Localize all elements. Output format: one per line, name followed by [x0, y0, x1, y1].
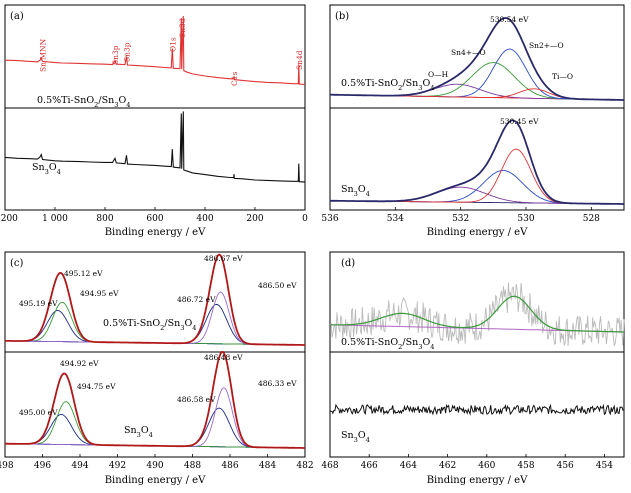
panel-a-x-ticks: 1 200 1 000 800 600 400 200 0	[0, 207, 308, 224]
panel-b-sample-top: 0.5%Ti-SnO2/Sn3O4	[341, 78, 434, 92]
annotation-3: O1s	[168, 37, 177, 52]
panel-b-bottom-max-label: 530.45 eV	[500, 117, 539, 126]
x-tick-label: 492	[109, 461, 126, 471]
panel-d-sample-top: 0.5%Ti-SnO2/Sn3O4	[341, 337, 434, 351]
sn3o4-spectrum-line	[329, 403, 625, 416]
x-tick-label: 1 200	[0, 214, 18, 224]
x-tick-label: 466	[361, 461, 378, 471]
panel-b: (b) 530.54 eV 530.45 eV O—H Sn4+—O Sn2+—…	[321, 4, 625, 238]
panel-a-sample-top: 0.5%Ti-SnO2/Sn3O4	[37, 95, 130, 109]
x-tick-label: 490	[146, 461, 163, 471]
x-tick-label: 534	[387, 214, 404, 224]
annotation-0: Sn MNN	[39, 38, 48, 72]
x-tick-label: 1 000	[42, 214, 68, 224]
x-tick-label: 456	[557, 461, 574, 471]
panel-c-xlabel: Binding energy / eV	[105, 475, 206, 486]
panel-c-lbl-8: 494.75 eV	[77, 382, 116, 391]
panel-b-xlabel: Binding energy / eV	[427, 227, 528, 238]
panel-c-label: (c)	[10, 258, 24, 269]
panel-a-label: (a)	[10, 11, 24, 22]
panel-c-lbl-11: 486.33 eV	[258, 379, 297, 388]
x-tick-label: 200	[246, 214, 263, 224]
panel-c-lbl-5: 486.72 eV	[177, 295, 216, 304]
panel-b-label-oh: O—H	[428, 70, 449, 79]
series-1-line	[4, 111, 306, 183]
panel-b-x-ticks: 536 534 532 530 528	[321, 207, 600, 224]
panel-c-lbl-3: 494.95 eV	[80, 289, 119, 298]
fit-line	[330, 295, 624, 333]
x-tick-label: 486	[221, 461, 238, 471]
x-tick-label: 464	[400, 461, 417, 471]
x-tick-label: 454	[596, 461, 613, 471]
panel-c-lbl-6: 486.50 eV	[258, 281, 297, 290]
series-0-line	[4, 15, 306, 86]
panel-d-label: (d)	[341, 258, 355, 269]
x-tick-label: 528	[583, 214, 600, 224]
x-tick-label: 536	[321, 214, 338, 224]
panel-a-sample-bottom: Sn3O4	[32, 162, 61, 176]
panel-b-label-ti: Ti—O	[552, 72, 573, 81]
panel-b-label-sn2: Sn2+—O	[529, 41, 564, 50]
panel-c-lbl-10: 486.48 eV	[204, 353, 243, 362]
panel-d-curves	[329, 282, 625, 416]
x-tick-label: 600	[146, 214, 163, 224]
x-tick-label: 482	[296, 461, 313, 471]
panel-b-top-max-label: 530.54 eV	[490, 15, 529, 24]
x-tick-label: 460	[478, 461, 495, 471]
annotation-6: Sn4d	[295, 50, 304, 70]
panel-d-sample-bottom: Sn3O4	[341, 430, 370, 444]
panel-d: (d) 0.5%Ti-SnO2/Sn3O4 Sn3O4 468 466 464 462…	[321, 251, 625, 486]
panel-c-lbl-1: 495.12 eV	[64, 269, 103, 278]
x-tick-label: 488	[184, 461, 201, 471]
envelope-line	[5, 350, 305, 449]
x-tick-label: 800	[96, 214, 113, 224]
raw-spectrum-line	[329, 282, 625, 347]
x-tick-label: 458	[517, 461, 534, 471]
panel-c-lbl-12: 486.58 eV	[177, 395, 216, 404]
annotation-5: C1s	[230, 71, 239, 86]
panel-b-curves	[330, 17, 624, 205]
x-tick-label: 494	[71, 461, 88, 471]
panel-c-lbl-7: 494.92 eV	[60, 359, 99, 368]
panel-b-sample-bottom: Sn3O4	[341, 184, 370, 198]
x-tick-label: 496	[34, 461, 51, 471]
panel-c-sample-bottom: Sn3O4	[124, 425, 153, 439]
panel-a-xlabel: Binding energy / eV	[105, 227, 206, 238]
x-tick-label: 498	[0, 461, 14, 471]
envelope-line	[330, 17, 624, 101]
panel-a-curves	[4, 15, 306, 183]
panel-c-lbl-9: 495.00 eV	[19, 408, 58, 417]
x-tick-label: 0	[302, 214, 308, 224]
annotation-1: Sn3p	[111, 45, 120, 65]
envelope-line	[330, 119, 624, 205]
panel-b-label: (b)	[335, 11, 349, 22]
annotation-2: Sn3p	[123, 42, 132, 62]
x-tick-label: 462	[439, 461, 456, 471]
panel-c-x-ticks: 498 496 494 492 490 488 486 484 482	[0, 454, 314, 471]
panel-c-curves	[4, 253, 305, 449]
x-tick-label: 400	[196, 214, 213, 224]
panel-d-xlabel: Binding energy / eV	[427, 475, 528, 486]
panel-c-lbl-4: 486.67 eV	[204, 254, 243, 263]
panel-c-lbl-2: 495.19 eV	[19, 299, 58, 308]
panel-b-label-sn4: Sn4+—O	[451, 48, 486, 57]
x-tick-label: 530	[517, 214, 534, 224]
x-tick-label: 532	[452, 214, 469, 224]
envelope-line	[4, 253, 305, 346]
annotation-4: Sn3d	[178, 18, 187, 38]
panel-d-x-ticks: 468 466 464 462 460 458 456 454	[321, 454, 613, 471]
panel-d-frame	[329, 251, 625, 458]
x-tick-label: 468	[321, 461, 338, 471]
panel-c: (c) 495.12 eV 495.19 eV 494.95 eV 486.67…	[0, 251, 314, 486]
x-tick-label: 484	[259, 461, 276, 471]
panel-c-sample-top: 0.5%Ti-SnO2/Sn3O4	[103, 318, 196, 332]
